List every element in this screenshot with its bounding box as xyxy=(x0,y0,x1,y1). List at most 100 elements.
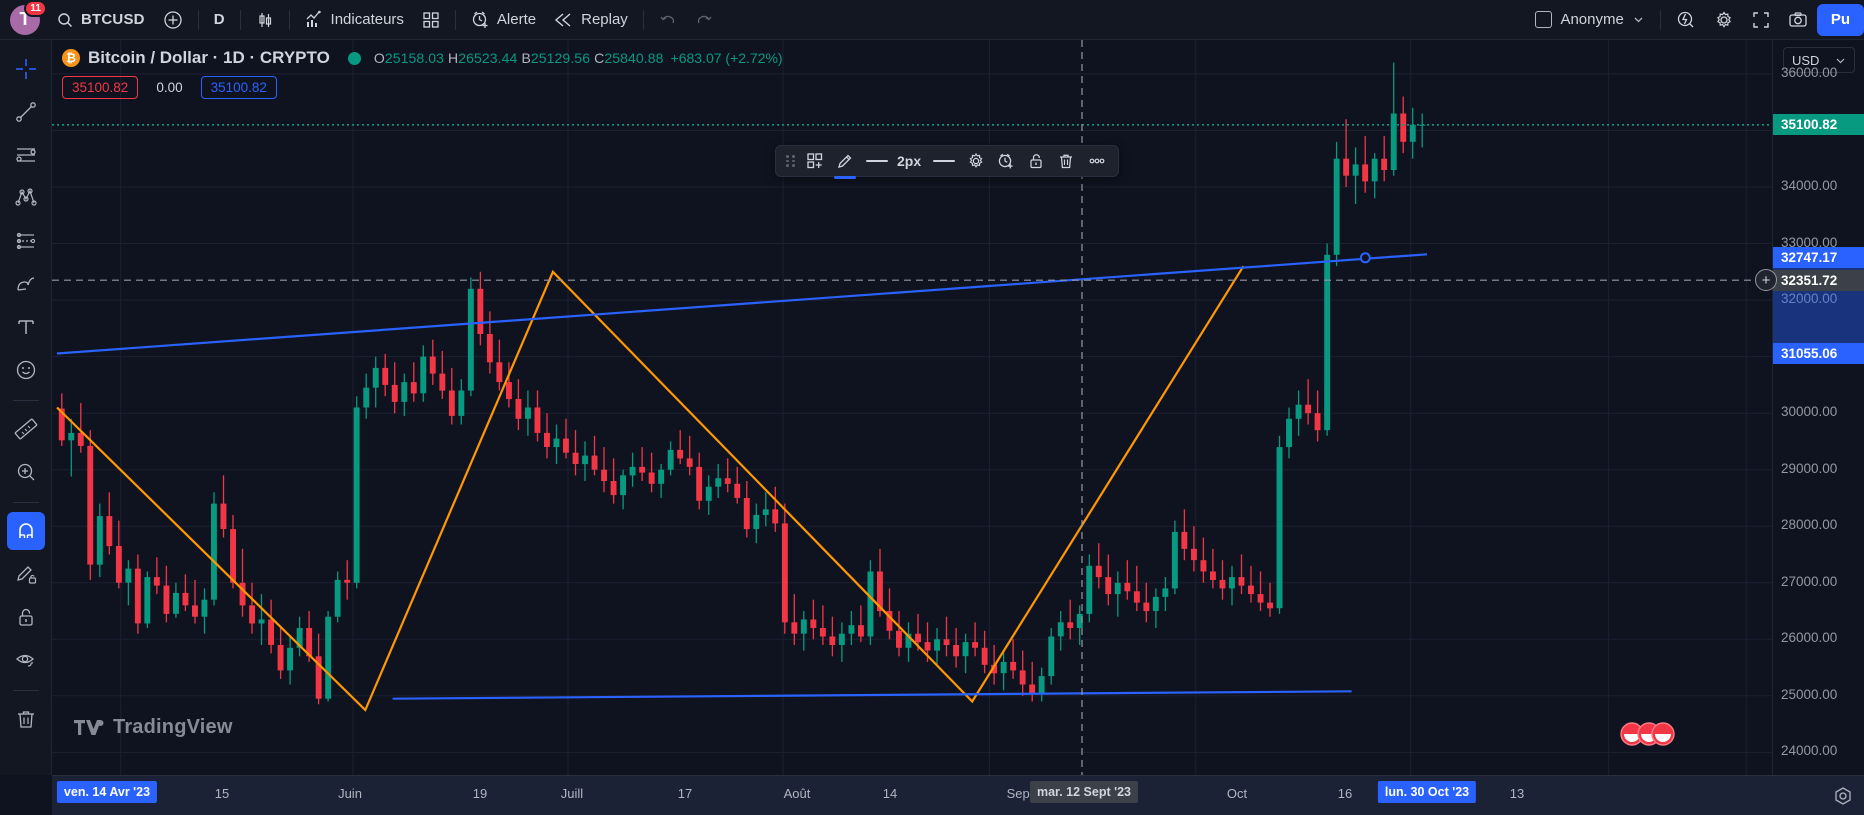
undo-button[interactable] xyxy=(650,4,686,36)
symbol-search-button[interactable]: BTCUSD xyxy=(48,4,154,36)
alarm-plus-icon xyxy=(998,153,1013,169)
more-options-button[interactable] xyxy=(1082,148,1112,174)
time-tick: Oct xyxy=(1226,786,1248,801)
alarm-plus-icon xyxy=(472,11,488,28)
pitchfork-tool[interactable] xyxy=(7,179,45,217)
divider xyxy=(239,9,241,30)
interval-button[interactable]: D xyxy=(205,4,234,36)
tradingview-logo-icon xyxy=(74,719,104,735)
currency-selector[interactable]: USD xyxy=(1783,47,1855,73)
redo-button[interactable] xyxy=(686,4,722,36)
price-tick: 26000.00 xyxy=(1781,630,1838,646)
ohlc-values: O25158.03 H26523.44 B25129.56 C25840.88 xyxy=(374,50,664,66)
replay-icon xyxy=(555,12,571,27)
emoji-icon xyxy=(1620,722,1675,746)
price-tick: 30000.00 xyxy=(1781,404,1838,420)
save-template-button[interactable] xyxy=(801,148,829,174)
lock-drawings-tool[interactable] xyxy=(7,598,45,636)
timezone-button[interactable] xyxy=(1832,785,1854,807)
drawing-price-end[interactable]: 35100.82 xyxy=(200,76,277,99)
price-axis[interactable]: USD 24000.00 25000.00 26000.00 27000.00 2800… xyxy=(1755,40,1864,775)
drawing-price-start[interactable]: 35100.82 xyxy=(62,76,139,99)
notification-badge: 11 xyxy=(24,0,47,17)
fib-tools[interactable] xyxy=(7,222,45,260)
replay-button[interactable]: Replay xyxy=(545,4,637,36)
range-start-label: ven. 14 Avr '23 xyxy=(56,781,158,803)
time-tick: Sept xyxy=(1006,786,1034,801)
horizontal-lines-tool[interactable] xyxy=(7,136,45,174)
cross-cursor-tool[interactable] xyxy=(7,50,45,88)
quick-search-button[interactable] xyxy=(1667,4,1705,36)
text-tool[interactable] xyxy=(7,308,45,346)
lock-drawing-button[interactable] xyxy=(1022,148,1050,174)
symbol-title[interactable]: Bitcoin / Dollar · 1D · CRYPTO xyxy=(88,48,330,67)
add-alert-button[interactable] xyxy=(992,148,1020,174)
add-symbol-button[interactable] xyxy=(154,4,192,36)
time-tick: 14 xyxy=(882,786,898,801)
indicators-icon xyxy=(306,10,321,27)
price-tick: 32000.00 xyxy=(1781,291,1838,307)
price-tick: 29000.00 xyxy=(1781,460,1838,476)
low-value: 25129.56 xyxy=(530,50,591,66)
measure-tool[interactable] xyxy=(7,410,45,448)
high-key: H xyxy=(448,50,459,66)
publish-label: Pu xyxy=(1830,11,1850,28)
symbol-label: BTCUSD xyxy=(81,11,145,28)
high-value: 26523.44 xyxy=(458,50,518,66)
horizontal-lines-icon xyxy=(15,148,36,162)
fullscreen-icon xyxy=(1753,11,1769,28)
alert-label: Alerte xyxy=(496,11,537,28)
crosshair-price-label: 32351.72 xyxy=(1773,269,1864,291)
change-value: +683.07 (+2.72%) xyxy=(670,50,783,66)
drawing-mode-tool[interactable] xyxy=(7,555,45,593)
timezone-clock-icon xyxy=(1835,787,1851,805)
time-axis[interactable]: 15 Juin 19 Juill 17 Août 14 Sept Oct 16 13 ven. 14 … xyxy=(52,775,1864,815)
divider xyxy=(1659,9,1661,30)
snapshot-button[interactable] xyxy=(1779,4,1817,36)
trend-line-tool[interactable] xyxy=(7,93,45,131)
divider xyxy=(454,9,456,30)
fullscreen-button[interactable] xyxy=(1743,4,1779,36)
line-width-button[interactable]: 2px xyxy=(861,148,926,174)
emoji-tool[interactable] xyxy=(7,351,45,389)
delete-drawing-button[interactable] xyxy=(1052,148,1080,174)
low-key: B xyxy=(521,50,531,66)
candles-icon xyxy=(258,12,271,27)
padlock-open-icon xyxy=(1030,154,1042,169)
magnet-tool[interactable] xyxy=(6,512,45,550)
line-width-label: 2px xyxy=(897,153,922,169)
indicators-button[interactable]: Indicateurs xyxy=(296,4,413,36)
save-square-icon xyxy=(1535,11,1553,28)
line-style-icon xyxy=(933,160,956,162)
line-color-button[interactable] xyxy=(831,148,859,179)
divider xyxy=(642,9,644,30)
open-key: O xyxy=(373,50,385,66)
drawing-settings-button[interactable] xyxy=(962,148,990,174)
line-style-button[interactable] xyxy=(928,148,960,174)
ray-top-price-label: 32747.17 xyxy=(1773,247,1864,269)
magnet-icon xyxy=(18,523,33,538)
add-alert-plus-button[interactable]: + xyxy=(1755,269,1777,292)
user-avatar[interactable]: T 11 xyxy=(10,0,47,35)
fib-levels-icon xyxy=(16,232,35,250)
remove-drawings-tool[interactable] xyxy=(7,700,45,738)
hide-drawings-tool[interactable] xyxy=(7,641,45,679)
crosshair-icon xyxy=(15,59,36,79)
time-tick: 19 xyxy=(472,786,488,801)
layouts-button[interactable] xyxy=(413,4,449,36)
drawing-tools-sidebar xyxy=(0,40,52,775)
last-price-label: 35100.82 xyxy=(1773,114,1864,136)
pattern-xabcd-icon xyxy=(14,188,37,206)
interval-label: D xyxy=(213,11,225,28)
layout-name-button[interactable]: Anonyme xyxy=(1526,4,1653,36)
chart-type-button[interactable] xyxy=(247,4,283,36)
smiley-icon xyxy=(16,360,35,380)
zoom-tool[interactable] xyxy=(7,453,45,491)
chart-canvas[interactable]: TradingView xyxy=(52,40,1772,775)
alert-button[interactable]: Alerte xyxy=(462,4,545,36)
settings-button[interactable] xyxy=(1705,4,1743,36)
brush-tool[interactable] xyxy=(7,265,45,303)
time-tick: Août xyxy=(783,786,811,801)
publish-button[interactable]: Pu xyxy=(1816,3,1864,36)
drag-dots-handle[interactable] xyxy=(786,155,795,167)
